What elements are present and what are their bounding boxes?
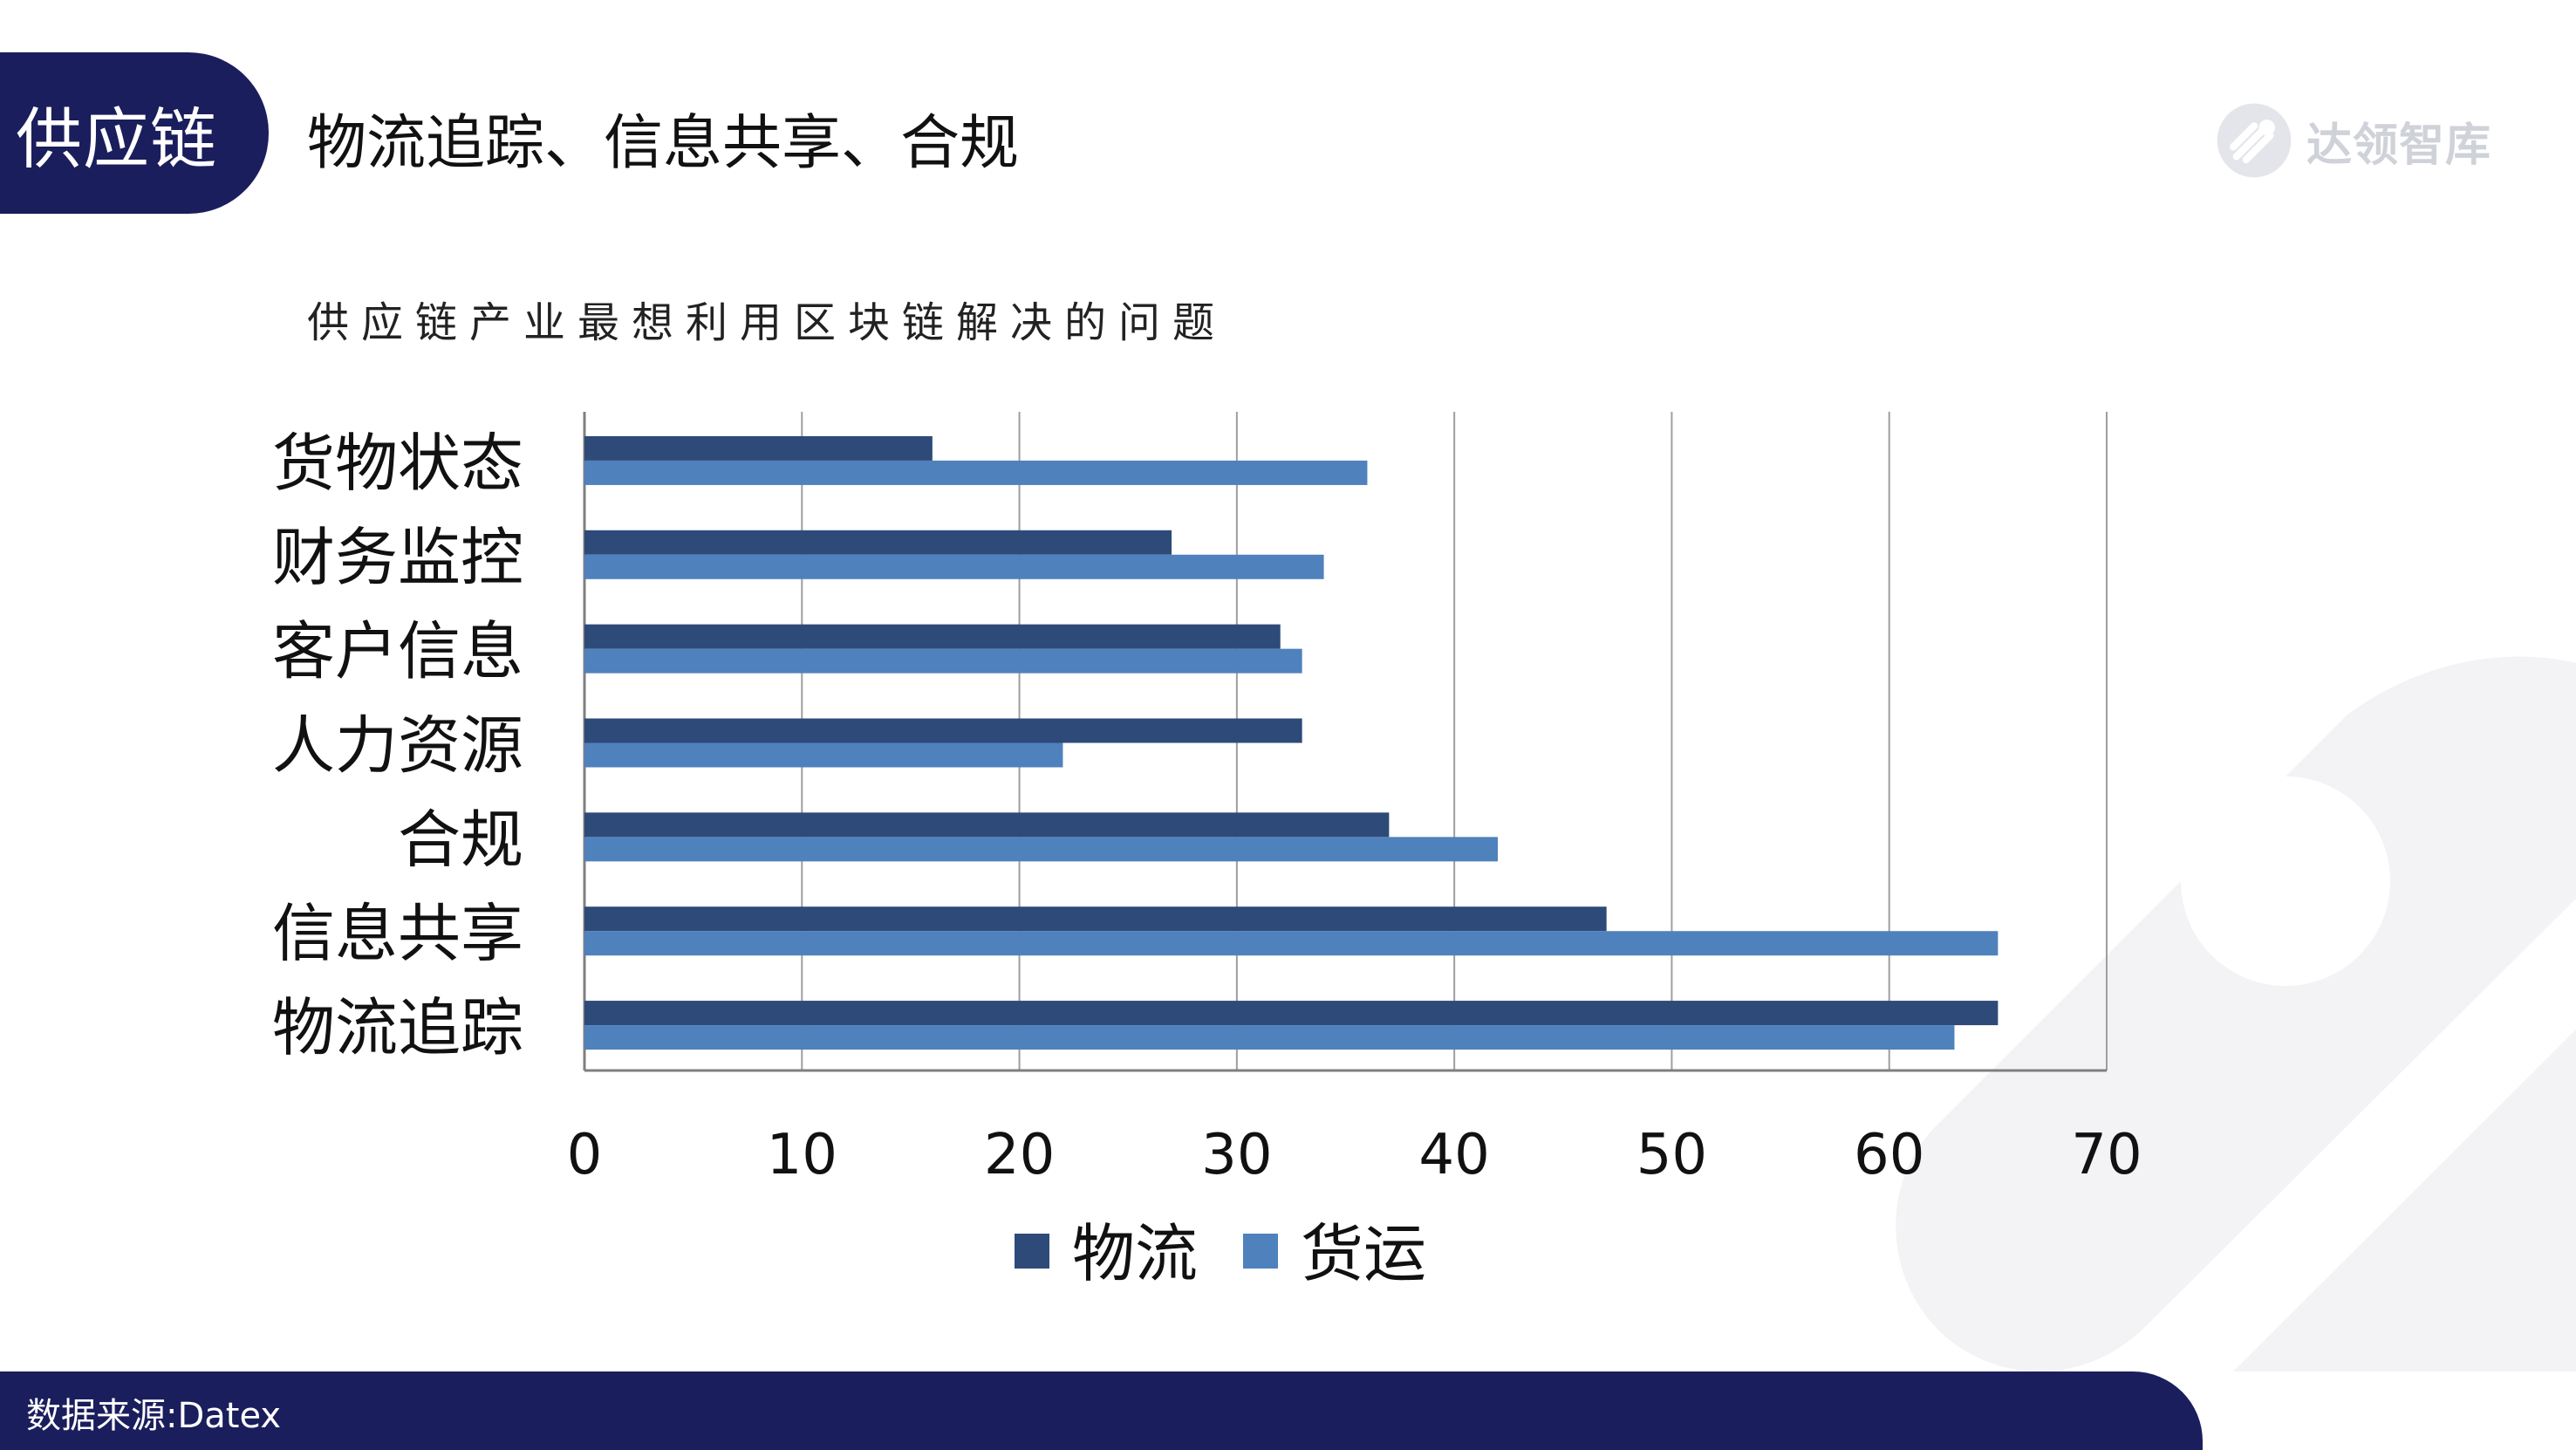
legend-swatch xyxy=(1243,1234,1278,1269)
x-tick-label: 20 xyxy=(984,1123,1055,1187)
brand-logo-icon xyxy=(2217,103,2292,178)
footer-band xyxy=(0,1371,2203,1450)
x-tick-label: 30 xyxy=(1201,1123,1272,1187)
bar-货运-货物状态 xyxy=(584,460,1368,485)
x-tick-label: 10 xyxy=(767,1123,837,1187)
data-source: 数据来源:Datex xyxy=(26,1396,282,1436)
bar-货运-客户信息 xyxy=(584,648,1302,674)
category-label: 合规 xyxy=(398,803,523,876)
bar-物流-财务监控 xyxy=(584,530,1172,555)
section-label: 供应链 xyxy=(16,99,217,178)
brand-name: 达领智库 xyxy=(2306,119,2492,172)
chart-title: 供应链产业最想利用区块链解决的问题 xyxy=(307,298,1227,347)
category-label: 人力资源 xyxy=(272,709,523,783)
x-tick-label: 60 xyxy=(1854,1123,1924,1187)
bar-物流-人力资源 xyxy=(584,718,1302,743)
x-tick-label: 0 xyxy=(567,1123,603,1187)
bar-物流-货物状态 xyxy=(584,435,933,461)
bar-物流-合规 xyxy=(584,812,1390,838)
category-label: 货物状态 xyxy=(272,427,523,500)
legend-label: 物流 xyxy=(1072,1217,1198,1290)
legend-label: 货运 xyxy=(1301,1217,1426,1290)
bar-货运-物流追踪 xyxy=(584,1025,1955,1050)
legend-swatch xyxy=(1015,1234,1049,1269)
category-label: 财务监控 xyxy=(272,521,523,594)
bar-物流-客户信息 xyxy=(584,624,1281,649)
x-tick-label: 70 xyxy=(2071,1123,2142,1187)
category-label: 客户信息 xyxy=(272,615,523,688)
brand-logo: 达领智库 xyxy=(2214,98,2491,183)
x-tick-label: 50 xyxy=(1636,1123,1707,1187)
bar-物流-物流追踪 xyxy=(584,1001,1999,1026)
bar-货运-人力资源 xyxy=(584,742,1063,768)
category-label: 物流追踪 xyxy=(272,991,523,1064)
bar-货运-信息共享 xyxy=(584,931,1999,956)
slide-title: 物流追踪、信息共享、合规 xyxy=(307,109,1020,178)
bar-物流-信息共享 xyxy=(584,906,1607,932)
category-label: 信息共享 xyxy=(272,897,523,970)
bar-货运-财务监控 xyxy=(584,554,1324,579)
x-tick-label: 40 xyxy=(1418,1123,1489,1187)
bar-货运-合规 xyxy=(584,837,1498,862)
section-tab: 供应链 xyxy=(0,52,269,214)
